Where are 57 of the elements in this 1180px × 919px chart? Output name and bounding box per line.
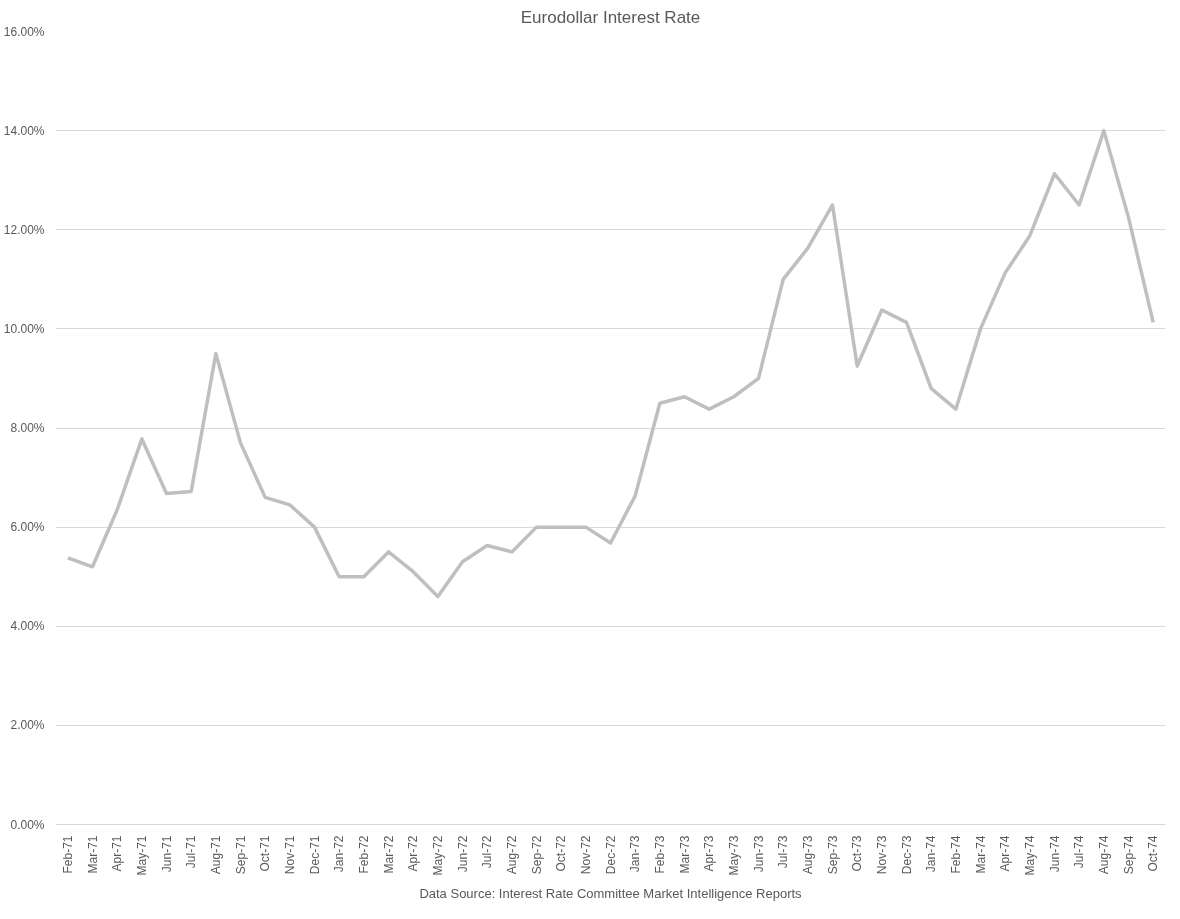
y-tick-label: 4.00% bbox=[10, 619, 45, 634]
x-tick-label: Jul-74 bbox=[1072, 835, 1087, 869]
x-tick-label: Mar-74 bbox=[973, 835, 988, 874]
y-tick-label: 12.00% bbox=[3, 222, 45, 237]
y-tick-label: 0.00% bbox=[10, 817, 45, 832]
x-tick-label: Mar-72 bbox=[381, 835, 396, 874]
x-tick-label: Sep-74 bbox=[1121, 835, 1136, 875]
x-tick-label: May-73 bbox=[726, 835, 741, 876]
x-tick-label: Oct-73 bbox=[850, 835, 865, 872]
x-tick-label: May-72 bbox=[430, 835, 445, 876]
x-tick-label: Sep-73 bbox=[825, 835, 840, 875]
x-tick-label: Jul-73 bbox=[776, 835, 791, 869]
x-tick-label: Aug-74 bbox=[1096, 835, 1111, 875]
x-tick-label: Nov-72 bbox=[578, 835, 593, 875]
x-tick-label: Apr-71 bbox=[110, 835, 125, 872]
x-tick-label: Jan-73 bbox=[628, 835, 643, 873]
line-series bbox=[66, 128, 1155, 599]
y-tick-label: 2.00% bbox=[10, 718, 45, 733]
x-tick-label: Mar-71 bbox=[85, 835, 100, 874]
x-tick-label: Dec-71 bbox=[307, 835, 322, 875]
x-tick-label: Jul-71 bbox=[184, 835, 199, 869]
x-tick-label: Jun-72 bbox=[455, 835, 470, 873]
x-tick-label: Jun-71 bbox=[159, 835, 174, 873]
x-tick-label: Dec-73 bbox=[899, 835, 914, 875]
x-tick-label: Aug-73 bbox=[800, 835, 815, 875]
x-tick-label: Feb-74 bbox=[948, 835, 963, 874]
y-tick-label: 14.00% bbox=[3, 123, 45, 138]
x-tick-label: Mar-73 bbox=[677, 835, 692, 874]
y-tick-label: 6.00% bbox=[10, 520, 45, 535]
x-tick-label: Dec-72 bbox=[603, 835, 618, 875]
x-tick-label: Apr-73 bbox=[702, 835, 717, 872]
x-tick-label: Feb-73 bbox=[652, 835, 667, 874]
x-tick-label: Apr-74 bbox=[998, 835, 1013, 872]
chart-title: Eurodollar Interest Rate bbox=[520, 7, 701, 27]
x-tick-label: Nov-71 bbox=[282, 835, 297, 875]
x-tick-label: Sep-72 bbox=[529, 835, 544, 875]
x-tick-label: Aug-72 bbox=[504, 835, 519, 875]
y-tick-label: 16.00% bbox=[3, 24, 45, 39]
x-tick-label: Jun-73 bbox=[751, 835, 766, 873]
x-tick-label: Oct-74 bbox=[1146, 835, 1161, 872]
source-note: Data Source: Interest Rate Committee Market Intelligence Reports bbox=[419, 885, 803, 901]
x-tick-label: Feb-72 bbox=[356, 835, 371, 874]
x-tick-label: Sep-71 bbox=[233, 835, 248, 875]
x-tick-label: Jun-74 bbox=[1047, 835, 1062, 873]
x-tick-label: Aug-71 bbox=[208, 835, 223, 875]
x-tick-label: Jan-72 bbox=[332, 835, 347, 873]
y-tick-label: 8.00% bbox=[10, 421, 45, 435]
x-tick-label: Jan-74 bbox=[924, 835, 939, 873]
x-tick-label: Jul-72 bbox=[480, 835, 495, 869]
x-tick-label: Apr-72 bbox=[406, 835, 421, 872]
x-tick-label: Oct-72 bbox=[554, 835, 569, 872]
x-tick-label: Feb-71 bbox=[60, 835, 75, 874]
x-tick-label: May-74 bbox=[1022, 835, 1037, 876]
y-tick-label: 10.00% bbox=[3, 321, 45, 336]
x-tick-label: Oct-71 bbox=[258, 835, 273, 872]
x-tick-label: May-71 bbox=[134, 835, 149, 876]
x-tick-label: Nov-73 bbox=[874, 835, 889, 875]
